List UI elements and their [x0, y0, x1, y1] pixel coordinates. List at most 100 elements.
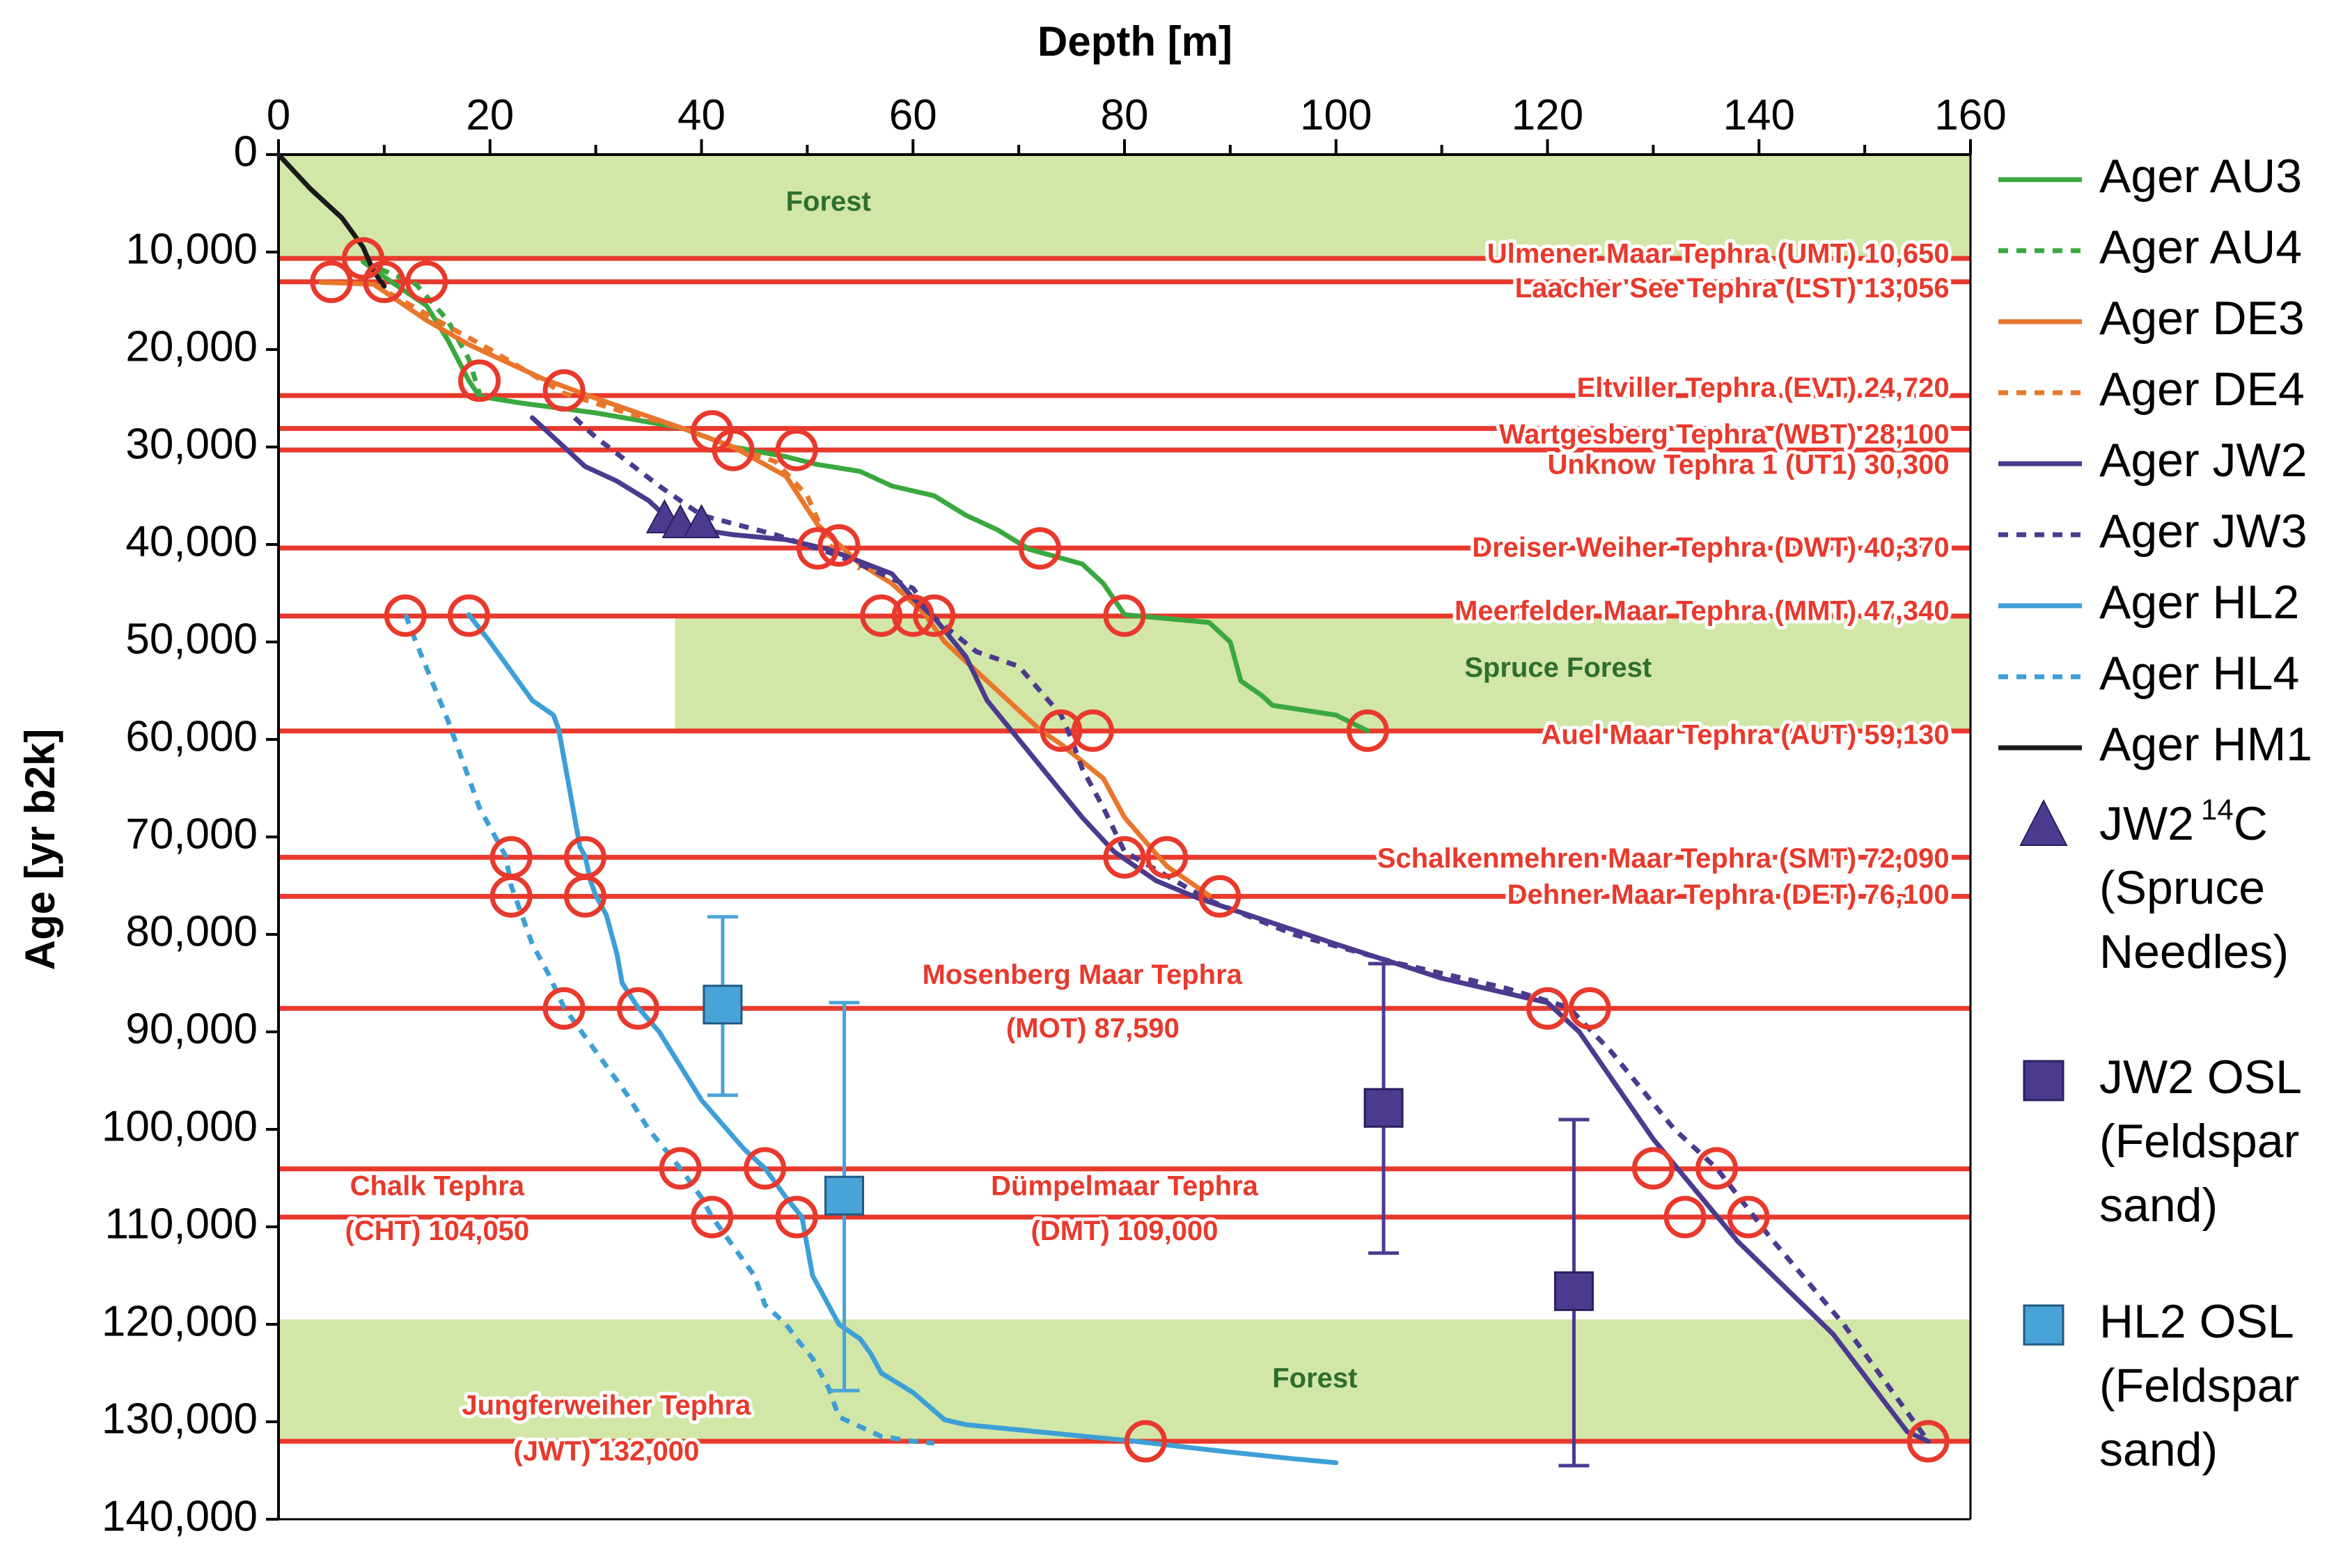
vegetation-zone	[279, 155, 1970, 259]
tephra-label: (MOT) 87,590	[1006, 1013, 1180, 1044]
legend-label-line: (Spruce	[2099, 861, 2265, 914]
y-tick-label: 70,000	[125, 810, 258, 858]
series-line	[362, 259, 482, 395]
legend-triangle-swatch	[2019, 799, 2068, 846]
tephra-label: Meerfelder Maar Tephra (MMT) 47,340	[1455, 596, 1950, 627]
tephra-marker	[1198, 875, 1241, 918]
tephra-marker	[384, 594, 427, 637]
legend-label-line: (Feldspar	[2099, 1115, 2299, 1168]
tephra-marker	[775, 428, 818, 471]
x-tick-label: 100	[1300, 91, 1372, 139]
y-tick-label: 20,000	[125, 322, 258, 370]
x-tick-label: 160	[1934, 91, 2006, 139]
legend-label: Ager AU4	[2099, 221, 2302, 274]
dating-samples	[645, 499, 1594, 1468]
tephra-marker	[1040, 709, 1083, 752]
osl-sample-square	[703, 985, 743, 1025]
series-line	[403, 613, 934, 1446]
tephra-marker	[817, 524, 861, 567]
tephra-marker	[363, 260, 406, 304]
tephra-label: Schalkenmehren Maar Tephra (SMT) 72,090	[1377, 843, 1950, 874]
y-tick-label: 80,000	[125, 907, 258, 955]
x-axis-title: Depth [m]	[1037, 18, 1232, 65]
tephra-label: (DMT) 109,000	[1031, 1216, 1218, 1246]
legend-label: Ager AU3	[2099, 150, 2302, 203]
x-tick-label: 40	[677, 91, 726, 139]
tephra-marker	[1019, 527, 1061, 570]
tephra-marker	[1727, 1195, 1770, 1239]
y-tick-label: 90,000	[125, 1005, 258, 1053]
tephra-marker	[891, 594, 934, 637]
legend-label: Ager HM1	[2099, 718, 2312, 771]
tephra-marker	[1695, 1147, 1738, 1190]
x-tick-label: 20	[466, 91, 514, 139]
tephra-marker	[458, 359, 501, 402]
tephra-marker	[1124, 1420, 1167, 1463]
tephra-marker	[860, 594, 903, 637]
series-line	[372, 282, 862, 571]
tephra-marker	[616, 987, 659, 1030]
series-line	[530, 415, 1931, 1444]
x-tick-label: 0	[267, 91, 290, 139]
tephra-marker	[775, 1195, 818, 1239]
tephra-label: Dreiser Weiher Tephra (DWT) 40,370	[1472, 533, 1949, 563]
tephra-marker	[1103, 594, 1146, 637]
tephra-marker	[691, 1195, 734, 1239]
tephra-label: Unknow Tephra 1 (UT1) 30,300	[1547, 450, 1949, 480]
x-tick-label: 120	[1512, 91, 1583, 139]
legend-square-swatch	[2023, 1304, 2064, 1346]
y-tick-label: 40,000	[125, 517, 258, 565]
y-tick-label: 0	[234, 127, 258, 175]
tephra-label: Ulmener Maar Tephra (UMT) 10,650	[1487, 238, 1950, 269]
tephra-marker	[542, 369, 586, 412]
legend: Ager AU3 Ager AU4 Ager DE3 Ager DE4 Ager JW2…	[1998, 150, 2312, 1476]
legend-label-suffix: C	[2234, 797, 2268, 850]
tephra-markers	[310, 237, 1950, 1463]
axes: 0 20 40 60 80 100 120 140 160 0 10,000 20,000 30,000…	[102, 91, 2007, 1540]
y-tick-label: 130,000	[102, 1395, 258, 1443]
osl-sample-square	[1553, 1271, 1594, 1311]
legend-label-line: sand)	[2099, 1423, 2218, 1476]
y-tick-label: 60,000	[125, 712, 258, 760]
legend-label: Ager DE4	[2099, 363, 2305, 416]
series-line	[361, 259, 1370, 734]
tephra-marker	[744, 1147, 787, 1190]
y-tick-label: 10,000	[125, 225, 258, 273]
tephra-marker	[342, 237, 384, 280]
y-tick-label: 120,000	[102, 1297, 258, 1345]
legend-label-main: JW2 OSL	[2099, 1051, 2302, 1104]
tephra-label: Laacher See Tephra (LST) 13,056	[1515, 273, 1950, 304]
legend-square-swatch	[2023, 1060, 2064, 1101]
tephra-label: Chalk Tephra	[350, 1171, 525, 1202]
legend-label: JW2 OSL	[2099, 1051, 2302, 1104]
tephra-marker	[310, 260, 353, 304]
series-line	[572, 416, 1931, 1443]
y-tick-label: 50,000	[125, 615, 258, 663]
tephra-label: Mosenberg Maar Tephra	[923, 959, 1243, 990]
tephra-marker	[1568, 987, 1611, 1030]
c14-sample-triangle	[682, 503, 721, 538]
tephra-label: Auel Maar Tephra (AUT) 59,130	[1542, 719, 1950, 750]
vegetation-zone	[279, 1319, 1970, 1441]
legend-label: JW2 14C	[2099, 793, 2268, 850]
legend-label: Ager JW3	[2099, 505, 2307, 558]
osl-sample-square	[1363, 1088, 1404, 1128]
legend-superscript: 14	[2201, 793, 2234, 826]
y-tick-label: 30,000	[125, 420, 258, 468]
legend-label: Ager DE3	[2099, 292, 2305, 345]
tephra-marker	[1103, 836, 1146, 879]
legend-label: Ager HL4	[2099, 647, 2299, 700]
x-tick-label: 140	[1723, 91, 1795, 139]
tephra-marker	[447, 594, 490, 637]
tephra-labels: Ulmener Maar Tephra (UMT) 10,650 Laacher …	[342, 235, 1953, 1470]
legend-label-main: HL2 OSL	[2099, 1295, 2294, 1348]
legend-label-line: sand)	[2099, 1179, 2218, 1232]
tephra-marker	[1071, 709, 1114, 752]
y-axis-title: Age [yr b2k]	[17, 729, 63, 971]
vegetation-zone-label: Forest	[1272, 1363, 1357, 1393]
tephra-marker	[489, 875, 533, 918]
tephra-marker	[542, 987, 586, 1030]
y-tick-label: 140,000	[102, 1492, 258, 1540]
tephra-marker	[1526, 987, 1569, 1030]
